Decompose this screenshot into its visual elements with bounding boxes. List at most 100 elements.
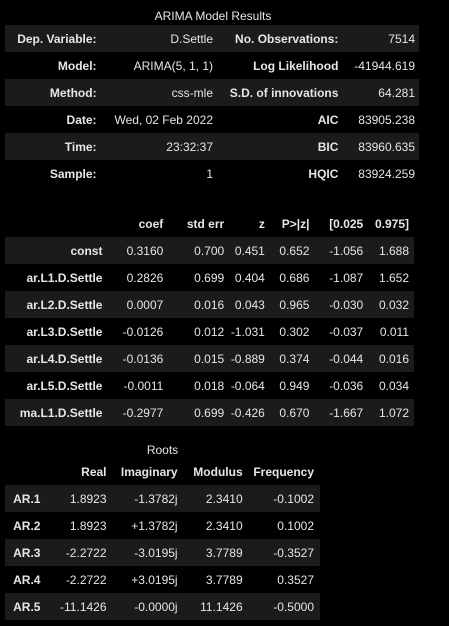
table-cell: 0.965 (268, 291, 310, 318)
table-cell: -2.2722 (44, 539, 107, 566)
coefficient-row: ma.L1.D.Settle -0.2977 0.699 -0.426 0.670 -1.… (5, 399, 414, 426)
column-header: 0.975] (363, 210, 414, 237)
table-cell: 0.034 (363, 372, 414, 399)
summary-row: Sample: 1 HQIC 83924.259 (5, 160, 419, 187)
table-cell: -1.031 (224, 318, 269, 345)
row-label: AR.5 (5, 593, 45, 620)
roots-caption: Roots (146, 443, 179, 457)
column-header (5, 458, 45, 485)
row-label: ar.L5.D.Settle (5, 372, 107, 399)
root-row: AR.4 -2.2722 +3.0195j 3.7789 0.3527 (5, 566, 320, 593)
summary-value: -41944.619 (342, 52, 419, 79)
table-cell: 0.3527 (242, 566, 320, 593)
summary-value: css-mle (98, 79, 213, 106)
table-cell: 0.1002 (242, 512, 320, 539)
table-cell: -0.0000j (106, 593, 178, 620)
table-cell: 1.8923 (44, 485, 107, 512)
table-cell: 0.018 (163, 372, 225, 399)
table-cell: -0.2977 (106, 399, 164, 426)
summary-caption: ARIMA Model Results (154, 9, 272, 23)
table-cell: -0.1002 (242, 485, 320, 512)
table-cell: 0.949 (268, 372, 310, 399)
table-cell: -0.0136 (106, 345, 164, 372)
summary-label: S.D. of innovations (213, 79, 343, 106)
model-summary-table: Dep. Variable: D.Settle No. Observations: 7… (5, 25, 419, 187)
summary-label: Model: (5, 52, 99, 79)
summary-label: Method: (5, 79, 99, 106)
root-row: AR.5 -11.1426 -0.0000j 11.1426 -0.5000 (5, 593, 320, 620)
table-cell: -0.036 (309, 372, 364, 399)
row-label: ar.L2.D.Settle (5, 291, 107, 318)
table-cell: -0.3527 (242, 539, 320, 566)
table-cell: -0.064 (224, 372, 269, 399)
table-cell: -0.0011 (106, 372, 164, 399)
table-cell: 0.686 (268, 264, 310, 291)
summary-value: D.Settle (98, 25, 213, 52)
coefficient-row: const 0.3160 0.700 0.451 0.652 -1.056 1.688 (5, 237, 414, 264)
table-cell: 3.7789 (177, 539, 243, 566)
summary-value: 83960.635 (342, 133, 419, 160)
summary-row: Time: 23:32:37 BIC 83960.635 (5, 133, 419, 160)
row-label: ar.L4.D.Settle (5, 345, 107, 372)
table-cell: 0.0007 (106, 291, 164, 318)
table-cell: 1.688 (363, 237, 414, 264)
table-cell: -0.5000 (242, 593, 320, 620)
table-cell: 0.043 (224, 291, 269, 318)
column-header: Real (44, 458, 107, 485)
column-header: Imaginary (106, 458, 178, 485)
table-cell: 0.700 (163, 237, 225, 264)
summary-value: 64.281 (342, 79, 419, 106)
column-header: [0.025 (309, 210, 364, 237)
table-cell: 2.3410 (177, 485, 243, 512)
column-header: P>|z| (268, 210, 310, 237)
row-label: const (5, 237, 107, 264)
table-cell: -3.0195j (106, 539, 178, 566)
coefficient-row: ar.L5.D.Settle -0.0011 0.018 -0.064 0.949 -0.… (5, 372, 414, 399)
table-cell: -0.030 (309, 291, 364, 318)
column-header: z (224, 210, 269, 237)
root-row: AR.1 1.8923 -1.3782j 2.3410 -0.1002 (5, 485, 320, 512)
summary-value: 23:32:37 (98, 133, 213, 160)
row-label: ar.L3.D.Settle (5, 318, 107, 345)
coefficients-table: coef std err z P>|z| [0.025 0.975] const 0.316… (5, 210, 414, 426)
coefficient-row: ar.L1.D.Settle 0.2826 0.699 0.404 0.686 -1.08… (5, 264, 414, 291)
column-header (5, 210, 107, 237)
summary-value: 7514 (342, 25, 419, 52)
table-cell: -1.056 (309, 237, 364, 264)
table-cell: 1.072 (363, 399, 414, 426)
summary-label: Date: (5, 106, 99, 133)
table-cell: 1.8923 (44, 512, 107, 539)
summary-value: 83924.259 (342, 160, 419, 187)
summary-label: No. Observations: (213, 25, 343, 52)
coefficient-row: ar.L3.D.Settle -0.0126 0.012 -1.031 0.302 -0.… (5, 318, 414, 345)
row-label: ar.L1.D.Settle (5, 264, 107, 291)
coefficient-row: ar.L2.D.Settle 0.0007 0.016 0.043 0.965 -0.03… (5, 291, 414, 318)
summary-row: Dep. Variable: D.Settle No. Observations: 7… (5, 25, 419, 52)
table-cell: 1.652 (363, 264, 414, 291)
table-cell: 0.012 (163, 318, 225, 345)
summary-label: Time: (5, 133, 99, 160)
table-cell: 0.015 (163, 345, 225, 372)
table-cell: +1.3782j (106, 512, 178, 539)
column-header: std err (163, 210, 225, 237)
table-cell: 0.404 (224, 264, 269, 291)
row-label: AR.2 (5, 512, 45, 539)
table-cell: -0.426 (224, 399, 269, 426)
table-cell: -0.044 (309, 345, 364, 372)
table-cell: -1.087 (309, 264, 364, 291)
table-cell: 0.652 (268, 237, 310, 264)
table-cell: -0.889 (224, 345, 269, 372)
root-row: AR.2 1.8923 +1.3782j 2.3410 0.1002 (5, 512, 320, 539)
table-cell: 0.699 (163, 264, 225, 291)
column-header: coef (106, 210, 164, 237)
table-cell: 0.011 (363, 318, 414, 345)
table-cell: 0.2826 (106, 264, 164, 291)
summary-row: Method: css-mle S.D. of innovations 64.281 (5, 79, 419, 106)
table-cell: -0.0126 (106, 318, 164, 345)
table-cell: 0.032 (363, 291, 414, 318)
table-cell: -11.1426 (44, 593, 107, 620)
table-cell: 0.451 (224, 237, 269, 264)
roots-table: Real Imaginary Modulus Frequency AR.1 1.8923… (5, 458, 320, 620)
column-header: Frequency (242, 458, 320, 485)
table-cell: -0.037 (309, 318, 364, 345)
